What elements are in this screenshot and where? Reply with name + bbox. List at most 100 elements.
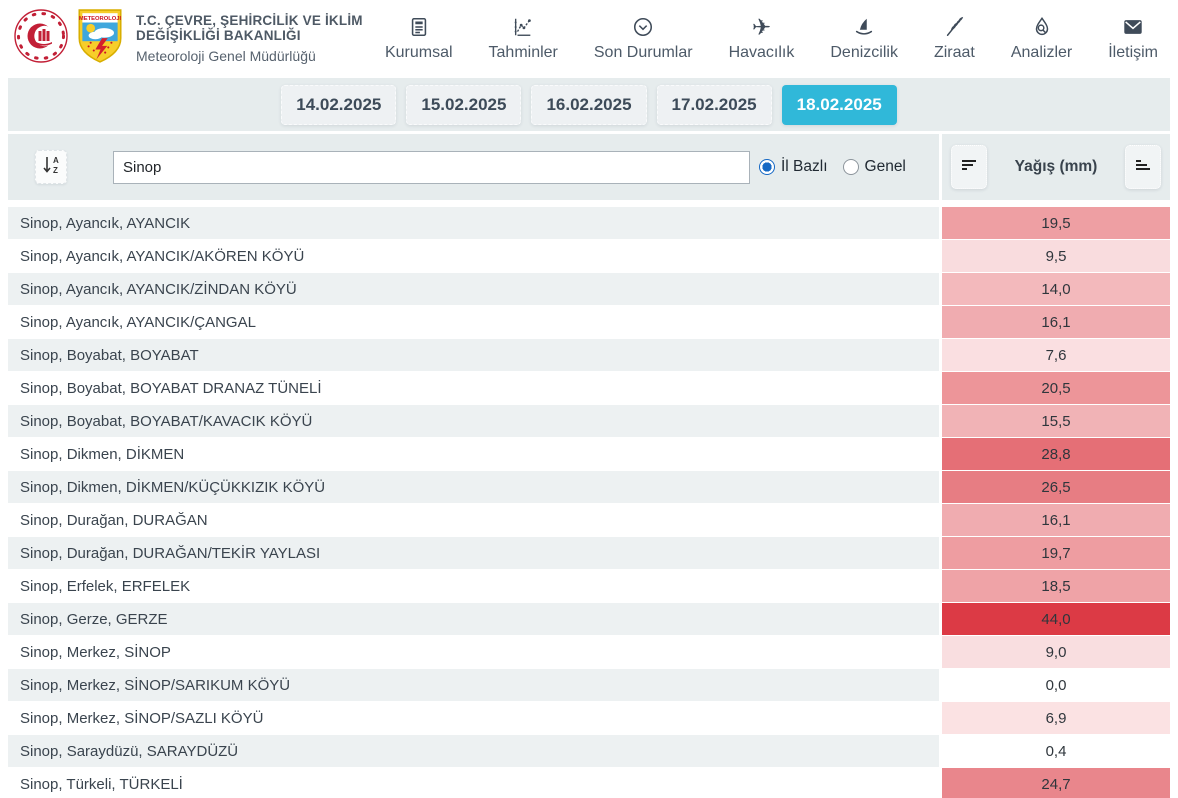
table-row: Sinop, Merkez, SİNOP/SARIKUM KÖYÜ 0,0: [8, 669, 1170, 701]
station-name: Sinop, Durağan, DURAĞAN/TEKİR YAYLASI: [8, 537, 939, 569]
meteorology-logo-icon: METEOROLOJI: [76, 8, 124, 69]
station-name: Sinop, Ayancık, AYANCIK/ZİNDAN KÖYÜ: [8, 273, 939, 305]
sort-alphabetical-button[interactable]: A Z: [35, 150, 67, 184]
nav-label: Tahminler: [488, 43, 558, 61]
precipitation-value: 16,1: [942, 306, 1170, 338]
radio-unselected-icon: [842, 159, 859, 175]
precipitation-value: 9,5: [942, 240, 1170, 272]
precipitation-value: 28,8: [942, 438, 1170, 470]
nav-item-ziraat[interactable]: Ziraat: [934, 15, 975, 62]
precipitation-value: 19,7: [942, 537, 1170, 569]
table-row: Sinop, Erfelek, ERFELEK 18,5: [8, 570, 1170, 602]
precipitation-column-title: Yağış (mm): [1014, 158, 1098, 175]
sailboat-icon: [853, 15, 875, 39]
table-row: Sinop, Ayancık, AYANCIK/ZİNDAN KÖYÜ 14,0: [8, 273, 1170, 305]
date-tab-18-02-2025-active[interactable]: 18.02.2025: [781, 84, 897, 125]
svg-text:Z: Z: [53, 166, 58, 175]
nav-item-kurumsal[interactable]: Kurumsal: [385, 15, 453, 62]
precipitation-value: 0,0: [942, 669, 1170, 701]
radio-label: Genel: [864, 158, 906, 175]
station-name: Sinop, Merkez, SİNOP/SARIKUM KÖYÜ: [8, 669, 939, 701]
search-mode-radios: İl Bazlı Genel: [759, 158, 906, 176]
station-name: Sinop, Türkeli, TÜRKELİ: [8, 768, 939, 798]
table-row: Sinop, Ayancık, AYANCIK 19,5: [8, 207, 1170, 239]
station-name: Sinop, Gerze, GERZE: [8, 603, 939, 635]
station-name: Sinop, Dikmen, DİKMEN: [8, 438, 939, 470]
precipitation-value: 6,9: [942, 702, 1170, 734]
station-name: Sinop, Erfelek, ERFELEK: [8, 570, 939, 602]
date-tab-14-02-2025[interactable]: 14.02.2025: [281, 84, 397, 125]
brand-logos[interactable]: METEOROLOJI: [14, 8, 124, 69]
nav-label: Havacılık: [728, 43, 795, 61]
nav-item-denizcilik[interactable]: Denizcilik: [830, 15, 898, 62]
site-header: METEOROLOJI T.C. ÇEVRE, ŞEHİRCİLİK VE İK…: [0, 0, 1178, 76]
date-tab-15-02-2025[interactable]: 15.02.2025: [406, 84, 522, 125]
station-name: Sinop, Dikmen, DİKMEN/KÜÇÜKKIZIK KÖYÜ: [8, 471, 939, 503]
precipitation-value: 15,5: [942, 405, 1170, 437]
value-column-header: Yağış (mm): [942, 134, 1170, 200]
svg-text:METEOROLOJI: METEOROLOJI: [79, 16, 122, 22]
table-row: Sinop, Merkez, SİNOP/SAZLI KÖYÜ 6,9: [8, 702, 1170, 734]
nav-item-analizler[interactable]: Analizler: [1011, 15, 1072, 62]
radio-selected-icon: [759, 159, 775, 175]
station-name: Sinop, Boyabat, BOYABAT DRANAZ TÜNELİ: [8, 372, 939, 404]
station-name: Sinop, Merkez, SİNOP: [8, 636, 939, 668]
sort-descending-icon: [959, 155, 979, 180]
sort-az-icon: A Z: [41, 154, 61, 181]
table-row: Sinop, Dikmen, DİKMEN/KÜÇÜKKIZIK KÖYÜ 26,…: [8, 471, 1170, 503]
table-row: Sinop, Gerze, GERZE 44,0: [8, 603, 1170, 635]
station-name: Sinop, Merkez, SİNOP/SAZLI KÖYÜ: [8, 702, 939, 734]
table-row: Sinop, Ayancık, AYANCIK/ÇANGAL 16,1: [8, 306, 1170, 338]
station-name: Sinop, Ayancık, AYANCIK/AKÖREN KÖYÜ: [8, 240, 939, 272]
sort-ascending-icon: [1133, 155, 1153, 180]
directorate-subtitle: Meteoroloji Genel Müdürlüğü: [136, 47, 316, 64]
station-name: Sinop, Boyabat, BOYABAT/KAVACIK KÖYÜ: [8, 405, 939, 437]
nav-label: Analizler: [1010, 43, 1073, 61]
station-name: Sinop, Saraydüzü, SARAYDÜZÜ: [8, 735, 939, 767]
table-row: Sinop, Boyabat, BOYABAT/KAVACIK KÖYÜ 15,5: [8, 405, 1170, 437]
table-row: Sinop, Durağan, DURAĞAN 16,1: [8, 504, 1170, 536]
radio-il-bazli[interactable]: İl Bazlı: [759, 158, 828, 176]
nav-item-tahminler[interactable]: Tahminler: [489, 15, 558, 62]
government-emblem-icon: [14, 8, 68, 68]
table-row: Sinop, Merkez, SİNOP 9,0: [8, 636, 1170, 668]
nav-label: Ziraat: [933, 43, 975, 61]
precipitation-value: 7,6: [942, 339, 1170, 371]
circle-chevron-down-icon: [632, 15, 654, 39]
station-name: Sinop, Ayancık, AYANCIK/ÇANGAL: [8, 306, 939, 338]
nav-item-iletisim[interactable]: İletişim: [1108, 15, 1158, 62]
precipitation-value: 9,0: [942, 636, 1170, 668]
station-search-input[interactable]: [113, 150, 750, 184]
envelope-icon: [1122, 15, 1144, 39]
results-table: Sinop, Ayancık, AYANCIK 19,5 Sinop, Ayancı…: [8, 207, 1170, 798]
nav-label: İletişim: [1108, 43, 1158, 61]
precipitation-value: 19,5: [942, 207, 1170, 239]
station-name: Sinop, Boyabat, BOYABAT: [8, 339, 939, 371]
chart-icon: [512, 15, 534, 39]
table-row: Sinop, Durağan, DURAĞAN/TEKİR YAYLASI 19,…: [8, 537, 1170, 569]
precipitation-value: 26,5: [942, 471, 1170, 503]
nav-label: Son Durumlar: [593, 43, 693, 61]
nav-item-son-durumlar[interactable]: Son Durumlar: [594, 15, 693, 62]
nav-item-havacilik[interactable]: ✈ Havacılık: [729, 15, 795, 62]
nav-label: Denizcilik: [830, 43, 898, 61]
precipitation-value: 0,4: [942, 735, 1170, 767]
sort-descending-button[interactable]: [951, 145, 987, 189]
precipitation-value: 18,5: [942, 570, 1170, 602]
precipitation-value: 44,0: [942, 603, 1170, 635]
date-tab-16-02-2025[interactable]: 16.02.2025: [531, 84, 647, 125]
precipitation-value: 16,1: [942, 504, 1170, 536]
droplet-search-icon: [1031, 15, 1053, 39]
sort-ascending-button[interactable]: [1124, 145, 1161, 189]
date-tab-bar: 14.02.2025 15.02.2025 16.02.2025 17.02.2…: [8, 78, 1170, 131]
radio-genel[interactable]: Genel: [842, 158, 906, 176]
radio-label: İl Bazlı: [781, 158, 828, 175]
date-tab-17-02-2025[interactable]: 17.02.2025: [656, 84, 772, 125]
filter-left-section: A Z İl Bazlı Genel: [8, 134, 939, 200]
station-name: Sinop, Ayancık, AYANCIK: [8, 207, 939, 239]
table-row: Sinop, Türkeli, TÜRKELİ 24,7: [8, 768, 1170, 798]
wheat-icon: [943, 15, 965, 39]
precipitation-value: 24,7: [942, 768, 1170, 798]
svg-text:A: A: [53, 156, 59, 165]
table-row: Sinop, Saraydüzü, SARAYDÜZÜ 0,4: [8, 735, 1170, 767]
